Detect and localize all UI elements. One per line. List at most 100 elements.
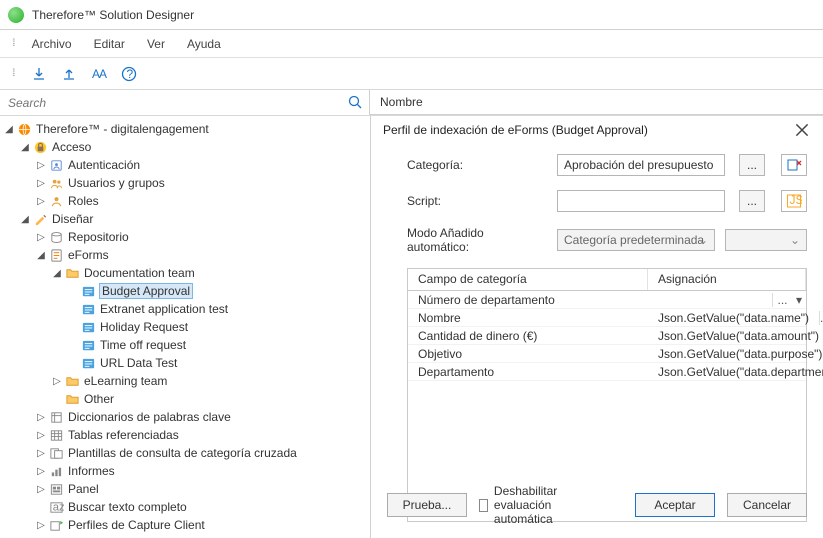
form-icon <box>80 337 96 353</box>
twisty-icon[interactable]: ◢ <box>34 250 48 261</box>
script-field[interactable] <box>557 190 725 212</box>
font-icon[interactable]: AA <box>90 65 108 83</box>
aceptar-button[interactable]: Aceptar <box>635 493 715 517</box>
form-icon <box>80 283 96 299</box>
twisty-icon[interactable]: ▷ <box>34 196 48 207</box>
cell-browse-button[interactable]: ... <box>819 311 823 325</box>
categoria-label: Categoría: <box>407 158 547 172</box>
deshabilitar-label: Deshabilitar evaluación automática <box>494 484 611 526</box>
script-js-button[interactable]: JS <box>781 190 807 212</box>
capture-profile-icon <box>48 517 64 533</box>
svg-text:az: az <box>52 501 63 513</box>
tree-root[interactable]: Therefore™ - digitalengagement <box>36 122 209 136</box>
tree-plantillas[interactable]: Plantillas de consulta de categoría cruz… <box>68 446 297 460</box>
folder-icon <box>64 265 80 281</box>
twisty-icon[interactable]: ▷ <box>34 466 48 477</box>
tree-disenar[interactable]: Diseñar <box>52 212 93 226</box>
search-icon[interactable] <box>347 94 363 113</box>
menu-editar[interactable]: Editar <box>86 35 133 53</box>
modo-combo[interactable]: Categoría predeterminada ⌄ <box>557 229 715 251</box>
prueba-button[interactable]: Prueba... <box>387 493 467 517</box>
twisty-icon[interactable]: ▷ <box>34 520 48 531</box>
grid-row[interactable]: Nombre Json.GetValue("data.name") ... ▾ <box>408 309 806 327</box>
tree-urltest[interactable]: URL Data Test <box>100 356 177 370</box>
categoria-clear-button[interactable] <box>781 154 807 176</box>
nav-tree[interactable]: ◢ Therefore™ - digitalengagement ◢ Acces… <box>0 116 370 538</box>
cancelar-button[interactable]: Cancelar <box>727 493 807 517</box>
categoria-browse-button[interactable]: ... <box>739 154 765 176</box>
tree-extranet[interactable]: Extranet application test <box>100 302 228 316</box>
cell-browse-button[interactable]: ... <box>772 293 792 307</box>
import-icon[interactable] <box>30 65 48 83</box>
help-icon[interactable]: ? <box>120 65 138 83</box>
checkbox-icon[interactable] <box>479 499 488 512</box>
grid-row[interactable]: Departamento Json.GetValue("data.departm… <box>408 363 806 381</box>
twisty-icon[interactable]: ▷ <box>34 484 48 495</box>
auth-icon <box>48 157 64 173</box>
tree-other[interactable]: Other <box>84 392 114 406</box>
folder-icon <box>64 391 80 407</box>
tree-panel[interactable]: Panel <box>68 482 99 496</box>
roles-icon <box>48 193 64 209</box>
close-icon[interactable] <box>793 121 811 139</box>
tree-roles[interactable]: Roles <box>68 194 99 208</box>
form-icon <box>80 319 96 335</box>
grid-row[interactable]: Número de departamento ... ▾ <box>408 291 806 309</box>
tree-buscar[interactable]: Buscar texto completo <box>68 500 187 514</box>
twisty-icon[interactable]: ◢ <box>50 268 64 279</box>
twisty-icon[interactable]: ▷ <box>34 232 48 243</box>
search-box <box>0 90 370 115</box>
menu-ver[interactable]: Ver <box>139 35 173 53</box>
tree-repositorio[interactable]: Repositorio <box>68 230 129 244</box>
panel-icon <box>48 481 64 497</box>
grid-row[interactable]: Objetivo Json.GetValue("data.purpose") .… <box>408 345 806 363</box>
form-icon <box>80 355 96 371</box>
col-campo[interactable]: Campo de categoría <box>408 269 648 290</box>
categoria-field[interactable]: Aprobación del presupuesto <box>557 154 725 176</box>
twisty-icon[interactable]: ▷ <box>34 160 48 171</box>
menu-ayuda[interactable]: Ayuda <box>179 35 229 53</box>
menu-archivo[interactable]: Archivo <box>24 35 80 53</box>
cell-asignacion: Json.GetValue("data.name") <box>648 311 819 325</box>
titlebar: Therefore™ Solution Designer <box>0 0 823 30</box>
chevron-down-icon: ⌄ <box>790 233 800 247</box>
cell-asignacion: Json.GetValue("data.purpose") <box>648 347 823 361</box>
security-icon <box>32 139 48 155</box>
twisty-icon[interactable]: ▷ <box>34 412 48 423</box>
tree-diccionarios[interactable]: Diccionarios de palabras clave <box>68 410 231 424</box>
tables-icon <box>48 427 64 443</box>
cell-dropdown-button[interactable]: ▾ <box>792 293 806 307</box>
tree-autenticacion[interactable]: Autenticación <box>68 158 140 172</box>
export-icon[interactable] <box>60 65 78 83</box>
twisty-icon[interactable]: ◢ <box>18 142 32 153</box>
tree-usuarios[interactable]: Usuarios y grupos <box>68 176 165 190</box>
twisty-icon[interactable]: ▷ <box>34 430 48 441</box>
modo-secondary-combo[interactable]: ⌄ <box>725 229 807 251</box>
tree-capture[interactable]: Perfiles de Capture Client <box>68 518 205 532</box>
search-input[interactable] <box>0 90 369 115</box>
app-icon <box>8 7 24 23</box>
twisty-icon[interactable]: ◢ <box>2 124 16 135</box>
twisty-icon[interactable]: ▷ <box>50 376 64 387</box>
tree-doc-team[interactable]: Documentation team <box>84 266 195 280</box>
tree-acceso[interactable]: Acceso <box>52 140 91 154</box>
tree-informes[interactable]: Informes <box>68 464 115 478</box>
tree-budget-approval[interactable]: Budget Approval <box>100 284 192 298</box>
tree-holiday[interactable]: Holiday Request <box>100 320 188 334</box>
twisty-icon[interactable]: ◢ <box>18 214 32 225</box>
deshabilitar-checkbox[interactable]: Deshabilitar evaluación automática <box>479 484 611 526</box>
twisty-icon[interactable]: ▷ <box>34 448 48 459</box>
tree-timeoff[interactable]: Time off request <box>100 338 186 352</box>
grid-row[interactable]: Cantidad de dinero (€) Json.GetValue("da… <box>408 327 806 345</box>
tree-eforms[interactable]: eForms <box>68 248 109 262</box>
design-icon <box>32 211 48 227</box>
twisty-icon[interactable]: ▷ <box>34 178 48 189</box>
tree-tablas[interactable]: Tablas referenciadas <box>68 428 179 442</box>
grip-icon: ⁞⁞ <box>12 68 14 79</box>
col-asignacion[interactable]: Asignación <box>648 269 806 290</box>
cell-campo: Cantidad de dinero (€) <box>408 329 648 343</box>
reports-icon <box>48 463 64 479</box>
script-browse-button[interactable]: ... <box>739 190 765 212</box>
tree-elearning[interactable]: eLearning team <box>84 374 167 388</box>
modo-value: Categoría predeterminada <box>564 233 704 247</box>
